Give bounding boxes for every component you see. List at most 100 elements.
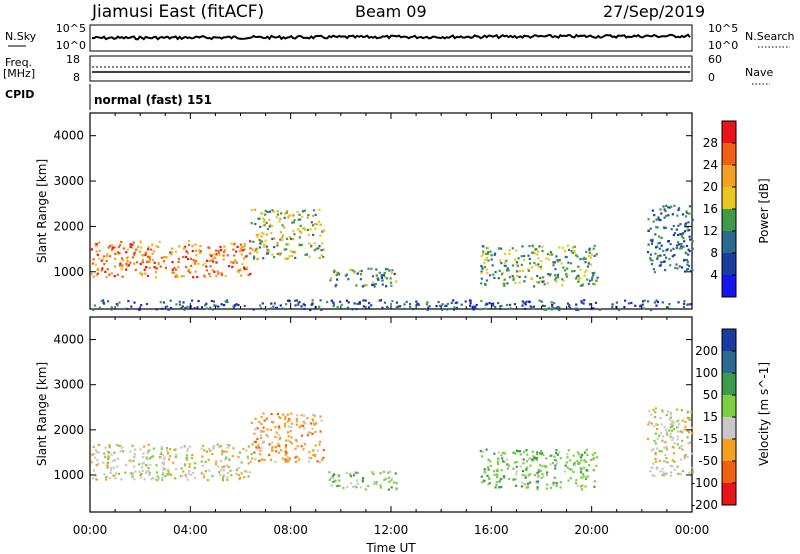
data-cell xyxy=(553,455,556,458)
data-cell xyxy=(134,470,137,473)
data-cell xyxy=(656,437,659,440)
data-cell xyxy=(596,276,599,279)
data-cell xyxy=(174,477,177,480)
data-cell xyxy=(575,479,578,482)
data-cell xyxy=(152,455,155,458)
data-cell xyxy=(383,301,387,304)
data-cell xyxy=(194,260,197,263)
data-cell xyxy=(480,266,484,269)
data-cell xyxy=(562,279,565,282)
data-cell xyxy=(575,303,578,306)
data-cell xyxy=(290,237,293,240)
data-cell xyxy=(499,307,502,310)
data-cell xyxy=(617,308,621,312)
data-cell xyxy=(675,244,679,247)
data-cell xyxy=(583,459,586,462)
data-cell xyxy=(669,426,672,429)
data-cell xyxy=(262,430,265,433)
data-cell xyxy=(170,253,173,256)
data-cell xyxy=(584,485,587,488)
data-cell xyxy=(691,471,694,474)
data-cell xyxy=(680,235,684,238)
data-cell xyxy=(114,472,118,475)
data-cell xyxy=(219,445,222,448)
data-cell xyxy=(523,483,526,486)
data-cell xyxy=(194,270,197,273)
data-cell xyxy=(647,218,650,221)
data-cell xyxy=(231,454,234,458)
data-cell xyxy=(662,435,665,438)
data-cell xyxy=(203,274,206,277)
data-cell xyxy=(209,306,212,309)
data-cell xyxy=(161,477,164,480)
data-cell xyxy=(141,258,144,261)
data-cell xyxy=(151,258,154,262)
data-cell xyxy=(208,447,211,450)
data-cell xyxy=(503,278,506,281)
data-cell xyxy=(268,443,271,446)
data-cell xyxy=(427,306,430,309)
data-cell xyxy=(539,276,542,280)
data-cell xyxy=(226,254,229,257)
data-cell xyxy=(661,410,664,413)
data-cell xyxy=(676,425,680,428)
data-cell xyxy=(260,430,263,433)
data-cell xyxy=(322,229,325,232)
data-cell xyxy=(503,284,506,288)
colorbar-segment xyxy=(722,275,736,298)
data-cell xyxy=(569,459,572,462)
data-cell xyxy=(97,463,100,466)
data-cell xyxy=(500,485,503,489)
data-cell xyxy=(135,261,139,264)
data-cell xyxy=(579,284,582,287)
data-cell xyxy=(245,449,248,452)
data-cell xyxy=(276,413,279,416)
data-cell xyxy=(92,469,95,472)
data-cell xyxy=(143,478,146,481)
data-cell xyxy=(302,420,305,424)
data-cell xyxy=(537,265,540,269)
data-cell xyxy=(288,236,291,239)
data-cell xyxy=(676,443,679,446)
data-cell xyxy=(307,233,310,237)
data-cell xyxy=(251,248,254,251)
data-cell xyxy=(428,305,431,308)
data-cell xyxy=(318,208,321,211)
data-cell xyxy=(345,299,348,302)
data-cell xyxy=(289,430,292,433)
data-cell xyxy=(119,244,122,247)
data-cell xyxy=(188,469,191,473)
x-tick-label: 00:00 xyxy=(73,523,108,537)
data-cell xyxy=(671,429,674,432)
data-cell xyxy=(688,416,691,419)
data-cell xyxy=(271,446,274,449)
data-cell xyxy=(148,266,151,269)
data-cell xyxy=(314,455,317,458)
data-cell xyxy=(287,439,290,442)
data-cell xyxy=(189,445,192,448)
data-cell xyxy=(518,275,521,279)
data-cell xyxy=(196,276,199,279)
data-cell xyxy=(303,307,306,311)
data-cell xyxy=(109,244,112,247)
data-cell xyxy=(556,276,559,279)
data-cell xyxy=(110,308,113,311)
data-cell xyxy=(370,304,373,307)
data-cell xyxy=(195,249,198,252)
data-cell xyxy=(226,443,229,446)
data-cell xyxy=(508,478,511,481)
data-cell xyxy=(252,240,255,243)
data-cell xyxy=(314,453,317,456)
data-cell xyxy=(318,443,321,446)
data-cell xyxy=(253,440,256,443)
data-cell xyxy=(669,411,672,414)
data-cell xyxy=(611,306,614,309)
data-cell xyxy=(390,271,393,274)
data-cell xyxy=(314,213,317,216)
data-cell xyxy=(228,458,231,461)
data-cell xyxy=(593,485,596,488)
data-cell xyxy=(145,252,148,255)
data-cell xyxy=(147,443,150,446)
data-cell xyxy=(329,279,332,282)
nsearch-label: N.Search xyxy=(745,30,795,43)
